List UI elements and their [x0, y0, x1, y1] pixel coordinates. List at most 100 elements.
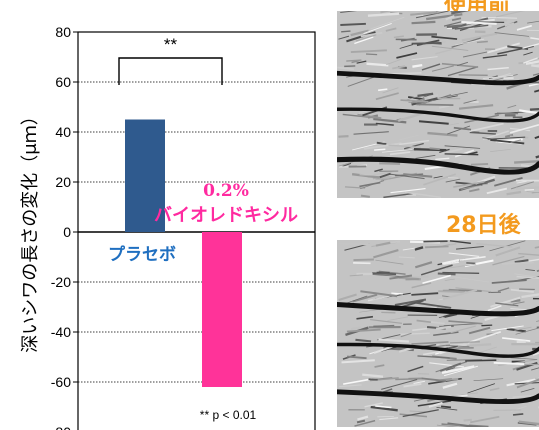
skin-crease: [433, 175, 443, 179]
skin-crease: [439, 148, 450, 154]
skin-crease: [360, 194, 370, 198]
skin-crease: [354, 36, 374, 45]
skin-crease: [386, 58, 402, 66]
skin-crease: [360, 290, 398, 298]
skin-crease: [341, 359, 375, 364]
skin-crease: [428, 401, 443, 408]
skin-crease: [467, 383, 495, 394]
skin-crease: [443, 21, 462, 27]
skin-crease: [470, 415, 500, 424]
y-tick-label: 40: [55, 124, 71, 140]
skin-crease: [389, 173, 425, 180]
skin-crease: [519, 109, 539, 115]
skin-crease: [349, 274, 363, 277]
skin-crease: [338, 35, 350, 40]
skin-crease: [459, 256, 486, 262]
skin-crease: [375, 92, 399, 101]
skin-crease: [440, 375, 464, 378]
skin-crease: [342, 162, 352, 167]
plot-frame: [77, 31, 316, 430]
skin-crease: [510, 308, 527, 310]
skin-crease: [530, 37, 539, 40]
skin-crease: [444, 313, 458, 318]
skin-crease: [522, 43, 539, 49]
skin-crease: [492, 255, 525, 266]
skin-crease: [516, 378, 539, 389]
skin-crease: [439, 362, 462, 372]
skin-photo-after: [337, 240, 539, 427]
skin-crease: [338, 293, 357, 302]
skin-crease: [468, 326, 491, 335]
photo-title-after: 28日後: [446, 213, 521, 238]
skin-crease: [422, 274, 451, 284]
skin-crease: [493, 361, 525, 366]
skin-crease: [512, 413, 524, 416]
skin-crease: [448, 252, 480, 257]
skin-crease: [375, 405, 392, 409]
bars: [125, 119, 242, 387]
skin-crease: [345, 295, 368, 304]
skin-crease: [455, 287, 492, 293]
skin-crease: [356, 419, 366, 424]
skin-crease: [350, 29, 369, 37]
y-tick-label: -60: [51, 374, 71, 390]
skin-crease: [355, 338, 372, 343]
skin-crease: [417, 92, 434, 98]
skin-crease: [416, 301, 452, 309]
skin-crease: [438, 290, 465, 293]
y-axis-label: 深いシワの長さの変化（μｍ）: [20, 107, 41, 352]
skin-crease: [514, 160, 539, 164]
skin-crease: [466, 343, 492, 347]
skin-crease: [439, 104, 450, 109]
skin-crease: [477, 346, 497, 354]
skin-crease: [495, 302, 519, 307]
skin-crease: [378, 338, 409, 343]
skin-crease: [411, 292, 439, 296]
skin-crease: [416, 103, 454, 106]
skin-crease: [456, 245, 484, 250]
skin-crease: [356, 315, 374, 320]
skin-crease: [451, 17, 462, 22]
skin-crease: [515, 327, 539, 335]
skin-crease: [535, 341, 539, 344]
skin-crease: [367, 273, 403, 278]
skin-crease: [389, 151, 411, 156]
skin-crease: [362, 373, 384, 378]
skin-crease: [469, 122, 504, 133]
skin-crease: [363, 23, 392, 34]
skin-crease: [379, 417, 399, 421]
skin-crease: [416, 319, 431, 324]
skin-crease: [337, 66, 355, 71]
skin-crease: [353, 131, 389, 135]
skin-crease: [418, 120, 449, 125]
skin-crease: [461, 184, 482, 190]
y-tick-label: -80: [51, 424, 71, 430]
skin-crease: [436, 406, 458, 411]
skin-crease: [375, 122, 394, 126]
skin-crease: [495, 246, 521, 257]
skin-crease: [390, 187, 426, 194]
skin-crease: [346, 59, 362, 62]
skin-crease: [347, 76, 376, 87]
skin-crease: [387, 72, 422, 75]
skin-crease: [514, 326, 532, 331]
skin-crease: [453, 126, 472, 131]
skin-crease: [487, 357, 500, 360]
skin-crease: [370, 16, 405, 30]
skin-crease: [448, 177, 459, 179]
skin-crease: [441, 258, 460, 265]
skin-crease: [447, 66, 479, 77]
skin-crease: [403, 173, 433, 178]
skin-crease: [525, 60, 539, 65]
skin-crease: [470, 163, 489, 166]
skin-crease: [343, 378, 372, 385]
skin-crease: [504, 22, 515, 27]
skin-crease: [410, 275, 429, 279]
skin-crease: [359, 181, 381, 188]
skin-crease: [472, 395, 483, 399]
skin-crease: [461, 32, 498, 42]
skin-crease: [427, 94, 439, 100]
bar-label-bioredoxil-line2: バイオレドキシル: [154, 205, 298, 226]
skin-crease: [402, 409, 439, 418]
